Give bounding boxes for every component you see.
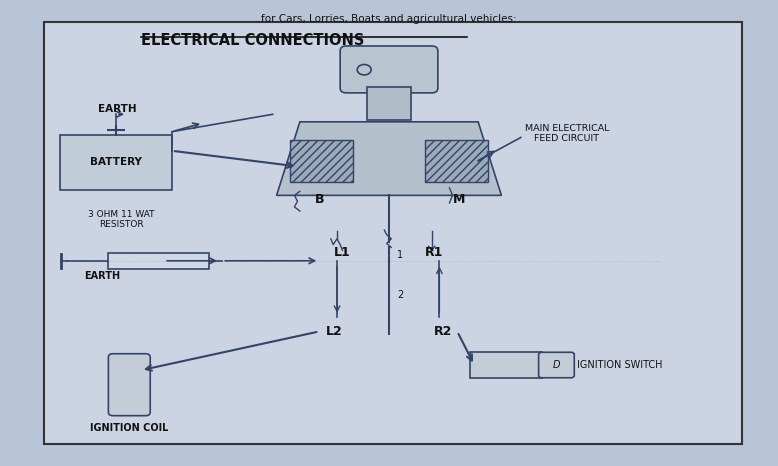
FancyBboxPatch shape bbox=[471, 352, 541, 378]
Text: M: M bbox=[453, 193, 465, 206]
Text: EARTH: EARTH bbox=[84, 271, 121, 281]
Text: ELECTRICAL CONNECTIONS: ELECTRICAL CONNECTIONS bbox=[141, 33, 364, 48]
Text: EARTH: EARTH bbox=[98, 103, 137, 114]
FancyBboxPatch shape bbox=[108, 354, 150, 416]
FancyBboxPatch shape bbox=[60, 135, 172, 190]
FancyBboxPatch shape bbox=[108, 253, 209, 269]
Text: R1: R1 bbox=[425, 246, 443, 259]
Text: MAIN ELECTRICAL
FEED CIRCUIT: MAIN ELECTRICAL FEED CIRCUIT bbox=[524, 123, 609, 143]
Text: 2: 2 bbox=[397, 289, 403, 300]
FancyBboxPatch shape bbox=[425, 140, 489, 182]
FancyBboxPatch shape bbox=[289, 140, 353, 182]
FancyBboxPatch shape bbox=[340, 46, 438, 93]
Text: L2: L2 bbox=[326, 325, 343, 338]
Text: D: D bbox=[552, 360, 560, 370]
Text: 1: 1 bbox=[397, 250, 403, 260]
FancyBboxPatch shape bbox=[538, 352, 574, 378]
Text: IGNITION COIL: IGNITION COIL bbox=[90, 423, 169, 432]
Text: IGNITION SWITCH: IGNITION SWITCH bbox=[577, 360, 663, 370]
FancyBboxPatch shape bbox=[44, 21, 741, 445]
Text: for Cars, Lorries, Boats and agricultural vehicles:: for Cars, Lorries, Boats and agricultura… bbox=[261, 14, 517, 24]
Text: BATTERY: BATTERY bbox=[90, 157, 142, 167]
Polygon shape bbox=[277, 122, 501, 195]
Text: L1: L1 bbox=[334, 246, 351, 259]
Text: R2: R2 bbox=[434, 325, 453, 338]
Text: 3 OHM 11 WAT
RESISTOR: 3 OHM 11 WAT RESISTOR bbox=[88, 210, 155, 229]
FancyBboxPatch shape bbox=[367, 87, 411, 120]
Text: B: B bbox=[314, 193, 324, 206]
